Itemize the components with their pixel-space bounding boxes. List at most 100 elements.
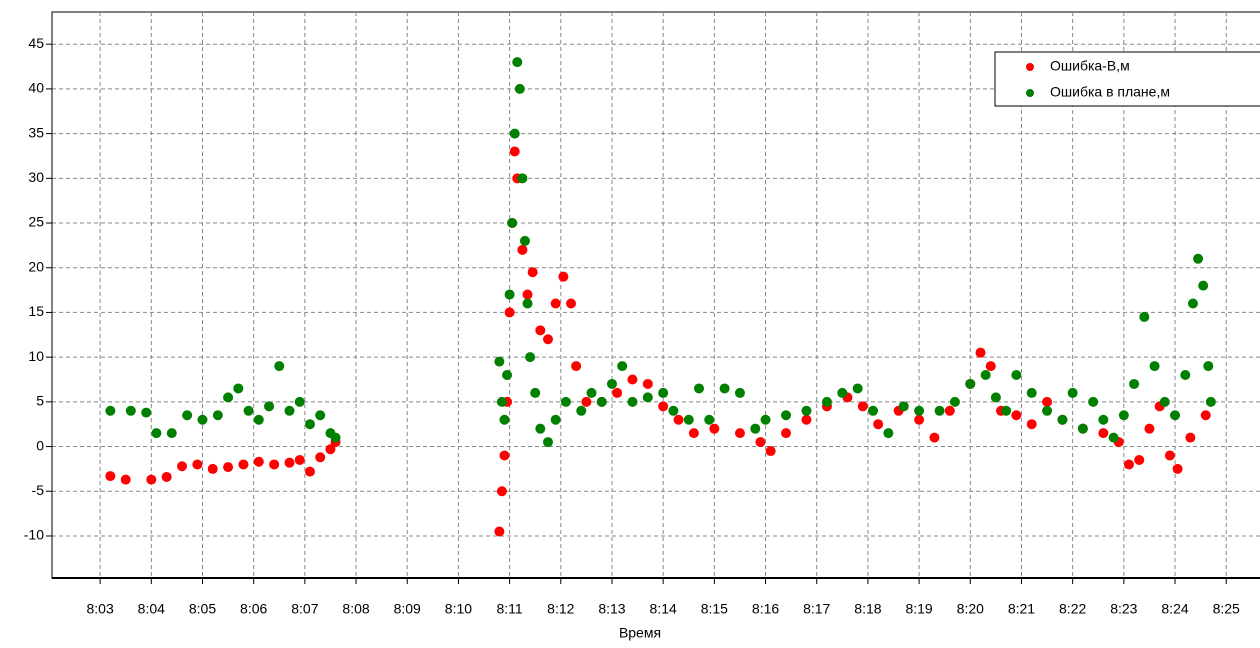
point bbox=[1164, 450, 1175, 461]
point bbox=[304, 419, 315, 430]
x-tick-label: 8:09 bbox=[394, 601, 421, 617]
point bbox=[207, 463, 218, 474]
point bbox=[1011, 370, 1022, 381]
x-tick-label: 8:25 bbox=[1213, 601, 1240, 617]
point bbox=[1139, 311, 1150, 322]
point bbox=[496, 486, 507, 497]
point bbox=[197, 414, 208, 425]
point bbox=[1203, 361, 1214, 372]
point bbox=[509, 128, 520, 139]
point bbox=[596, 396, 607, 407]
point bbox=[558, 271, 569, 282]
point bbox=[105, 471, 116, 482]
point bbox=[535, 423, 546, 434]
point bbox=[512, 57, 523, 68]
point bbox=[1180, 370, 1191, 381]
x-tick-label: 8:18 bbox=[854, 601, 881, 617]
point bbox=[1098, 414, 1109, 425]
point bbox=[284, 405, 295, 416]
legend-label: Ошибка в плане,м bbox=[1050, 84, 1170, 100]
point bbox=[642, 378, 653, 389]
point bbox=[1108, 432, 1119, 443]
point bbox=[1193, 253, 1204, 264]
y-tick-label: 30 bbox=[28, 169, 44, 185]
y-tick-label: 40 bbox=[28, 80, 44, 96]
point bbox=[1057, 414, 1068, 425]
point bbox=[522, 289, 533, 300]
x-tick-label: 8:17 bbox=[803, 601, 830, 617]
marks bbox=[105, 57, 1216, 537]
point bbox=[330, 432, 341, 443]
point bbox=[1205, 396, 1216, 407]
point bbox=[504, 289, 515, 300]
point bbox=[182, 410, 193, 421]
point bbox=[253, 414, 264, 425]
point bbox=[857, 401, 868, 412]
point bbox=[542, 437, 553, 448]
point bbox=[1067, 387, 1078, 398]
point bbox=[734, 428, 745, 439]
point bbox=[507, 218, 518, 229]
x-tick-label: 8:07 bbox=[291, 601, 318, 617]
point bbox=[504, 307, 515, 318]
legend: Ошибка-В,м Ошибка в плане,м bbox=[994, 51, 1260, 107]
point bbox=[868, 405, 879, 416]
point bbox=[496, 396, 507, 407]
x-tick-label: 8:21 bbox=[1008, 601, 1035, 617]
point bbox=[990, 392, 1001, 403]
point bbox=[1185, 432, 1196, 443]
point bbox=[161, 471, 172, 482]
legend-marker bbox=[1026, 89, 1034, 97]
point bbox=[873, 419, 884, 430]
y-tick-label: -10 bbox=[24, 527, 44, 543]
point bbox=[760, 414, 771, 425]
point bbox=[494, 526, 505, 537]
point bbox=[606, 378, 617, 389]
point bbox=[315, 410, 326, 421]
point bbox=[801, 414, 812, 425]
point bbox=[294, 454, 305, 465]
point bbox=[965, 378, 976, 389]
point bbox=[166, 428, 177, 439]
point bbox=[693, 383, 704, 394]
point bbox=[1129, 378, 1140, 389]
point bbox=[1026, 387, 1037, 398]
point bbox=[177, 461, 188, 472]
y-tick-label: -5 bbox=[32, 482, 45, 498]
x-tick-label: 8:06 bbox=[240, 601, 267, 617]
point bbox=[1134, 454, 1145, 465]
point bbox=[1159, 396, 1170, 407]
point bbox=[325, 444, 336, 455]
point bbox=[212, 410, 223, 421]
point bbox=[980, 370, 991, 381]
point bbox=[883, 428, 894, 439]
point bbox=[519, 235, 530, 246]
point bbox=[898, 401, 909, 412]
point bbox=[550, 414, 561, 425]
point bbox=[502, 370, 513, 381]
y-tick-label: 0 bbox=[36, 437, 44, 453]
point bbox=[253, 456, 264, 467]
x-tick-label: 8:16 bbox=[752, 601, 779, 617]
point bbox=[658, 387, 669, 398]
point bbox=[1118, 410, 1129, 421]
point bbox=[315, 452, 326, 463]
point bbox=[535, 325, 546, 336]
y-tick-label: 5 bbox=[36, 393, 44, 409]
point bbox=[683, 414, 694, 425]
point bbox=[1088, 396, 1099, 407]
point bbox=[517, 244, 528, 255]
point bbox=[566, 298, 577, 309]
point bbox=[1187, 298, 1198, 309]
point bbox=[1123, 459, 1134, 470]
x-tick-label: 8:05 bbox=[189, 601, 216, 617]
point bbox=[949, 396, 960, 407]
point bbox=[612, 387, 623, 398]
point bbox=[617, 361, 628, 372]
x-tick-label: 8:24 bbox=[1161, 601, 1188, 617]
point bbox=[944, 405, 955, 416]
x-tick-label: 8:08 bbox=[342, 601, 369, 617]
point bbox=[141, 407, 152, 418]
point bbox=[642, 392, 653, 403]
point bbox=[1200, 410, 1211, 421]
